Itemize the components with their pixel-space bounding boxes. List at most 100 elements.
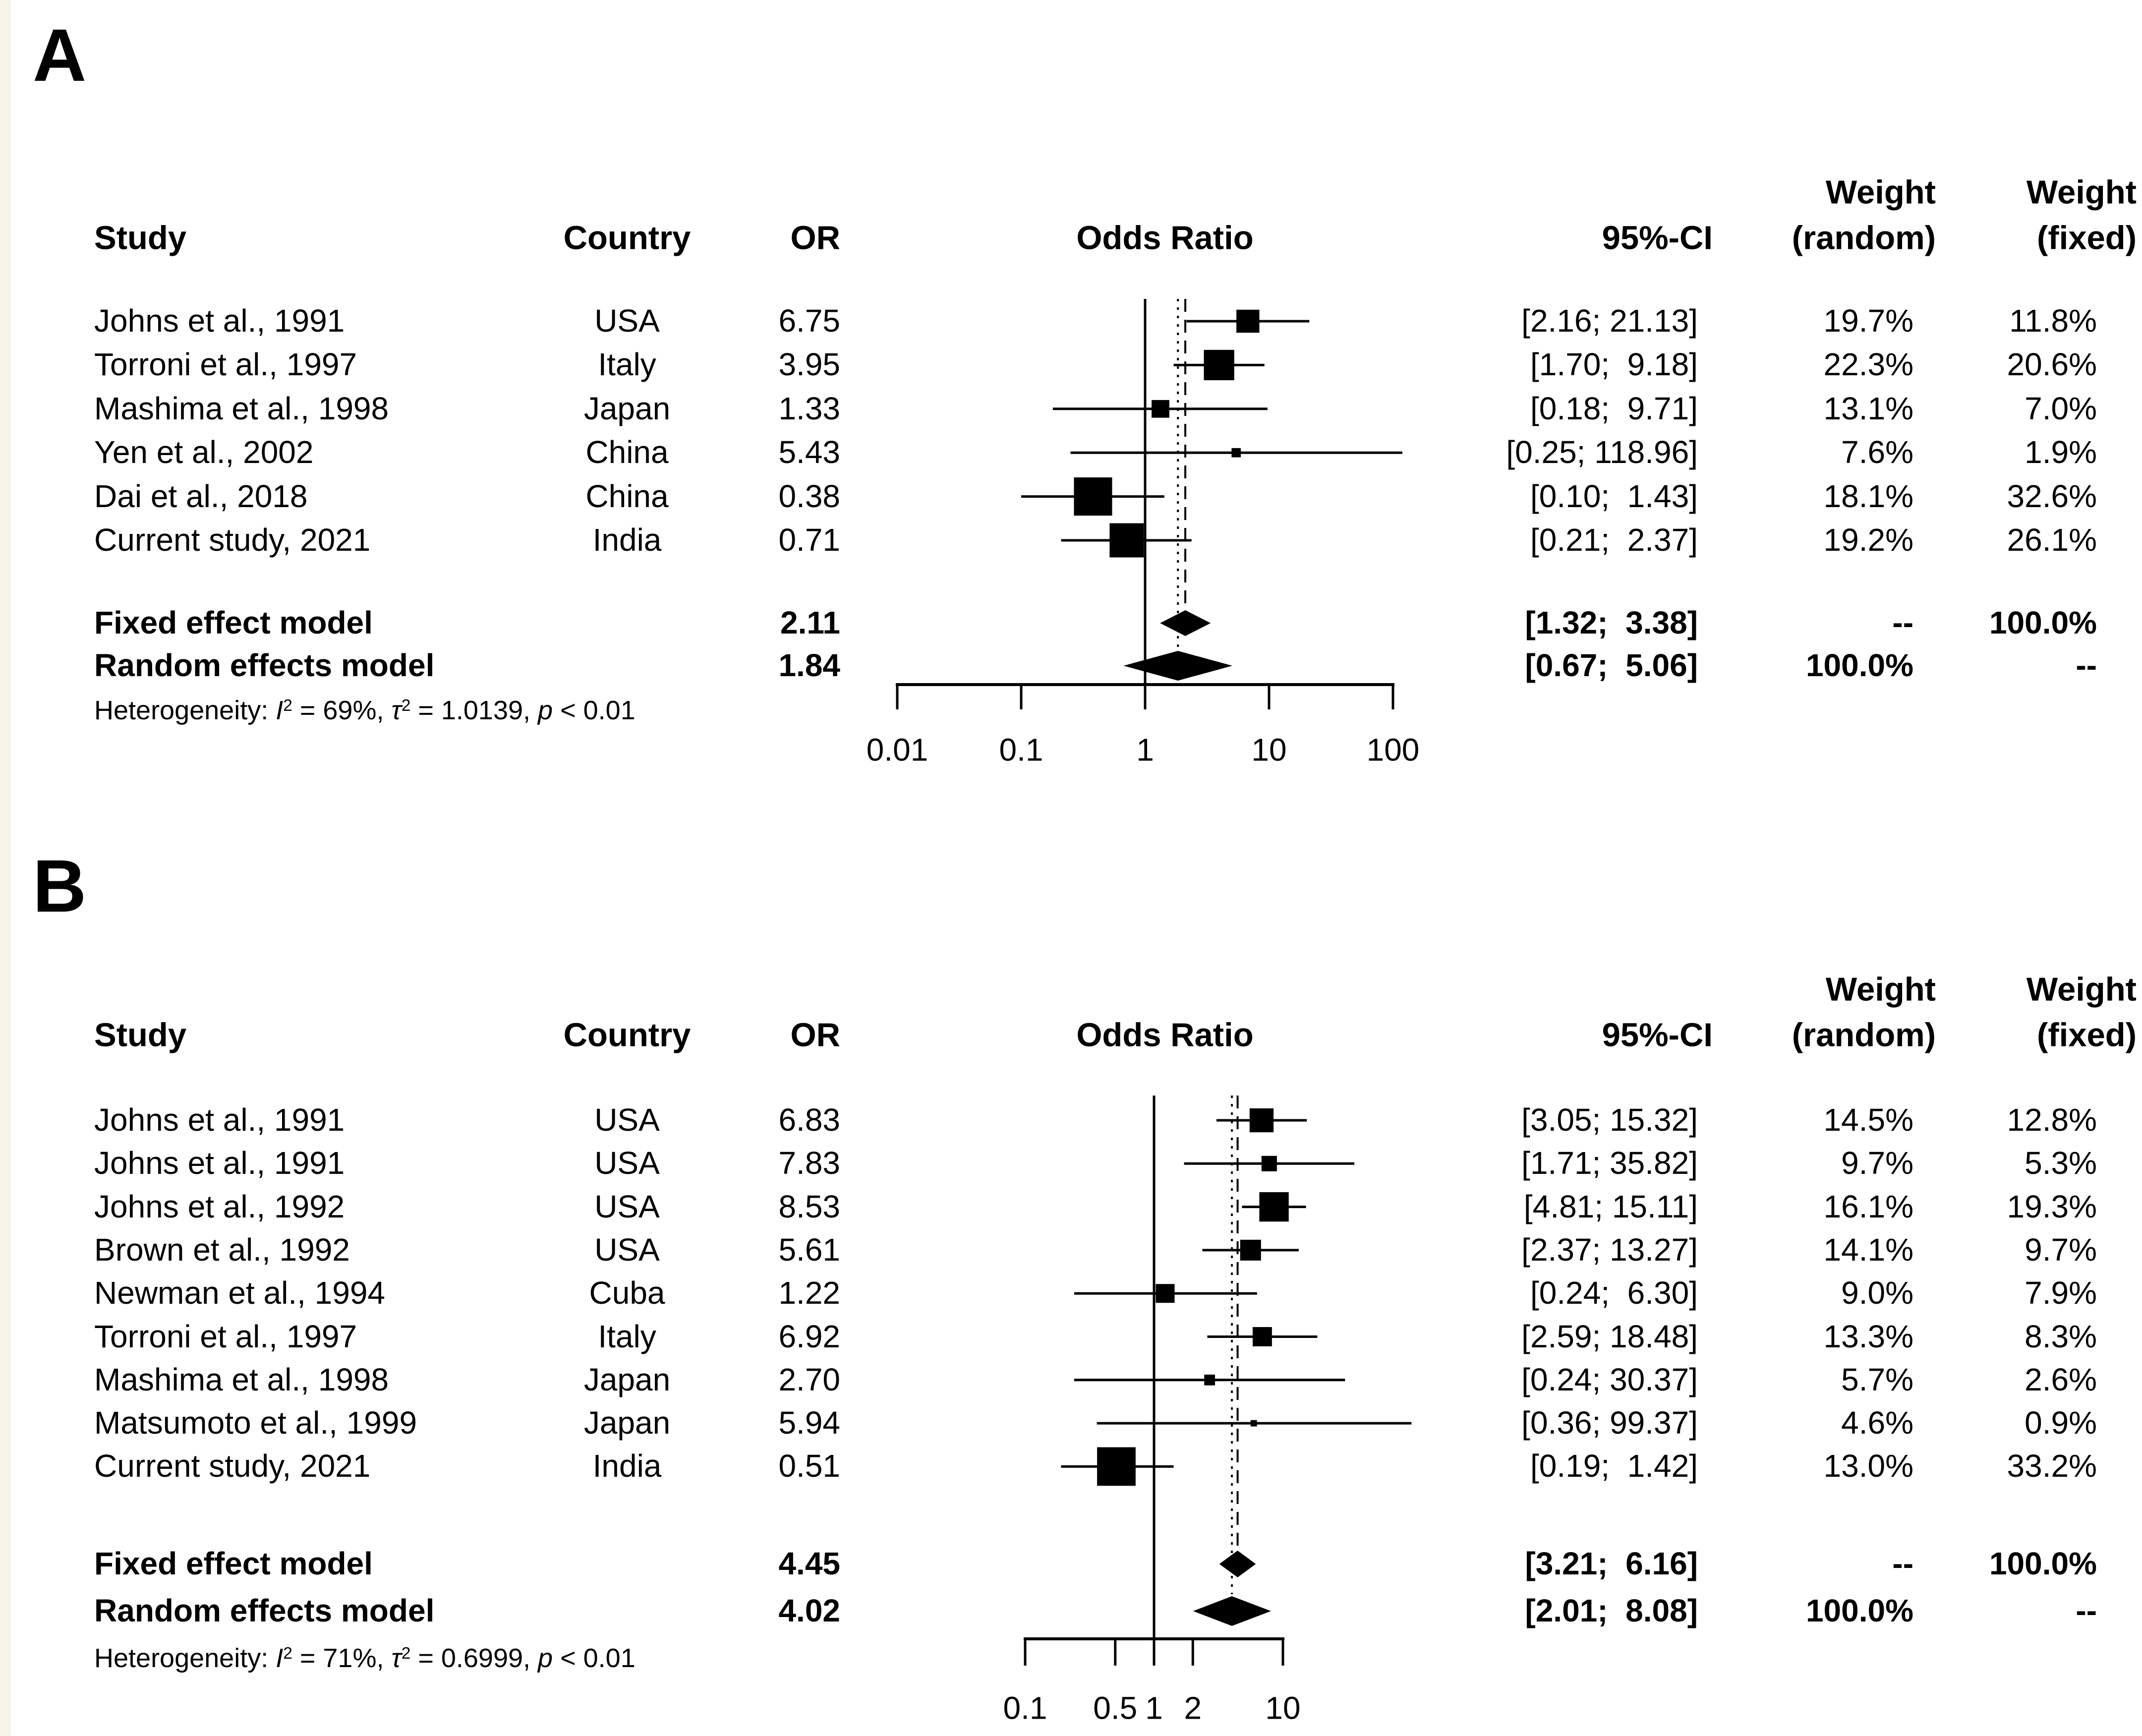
weight-fixed-cell: 2.6% <box>2025 1362 2097 1397</box>
or-square <box>1231 448 1241 458</box>
column-header-ci: 95%-CI <box>1602 1016 1713 1054</box>
fixed-effect-or-cell: 4.45 <box>778 1546 840 1582</box>
country-cell: Italy <box>598 347 656 383</box>
or-square <box>1109 523 1144 558</box>
heterogeneity-segment: Heterogeneity: <box>94 695 276 725</box>
column-header-ci: 95%-CI <box>1602 219 1713 257</box>
ci-cell: [0.18; 9.71] <box>1530 391 1698 426</box>
column-header-study: Study <box>94 1016 187 1054</box>
study-name-cell: Current study, 2021 <box>94 1448 371 1484</box>
or-square <box>1074 477 1112 516</box>
weight-random-cell: 14.5% <box>1823 1102 1913 1138</box>
weight-random-cell: 19.2% <box>1823 522 1913 558</box>
weight-fixed-cell: 5.3% <box>2025 1145 2097 1181</box>
heterogeneity-segment: = 0.6999, <box>410 1643 538 1673</box>
x-axis-tick-label: 0.1 <box>999 732 1043 767</box>
column-header-weight-fixed-1: Weight <box>2026 971 2137 1008</box>
x-axis-tick-label: 100 <box>1367 732 1420 767</box>
random-effects-label: Random effects model <box>94 647 435 684</box>
heterogeneity-segment: I <box>276 1643 284 1673</box>
country-cell: India <box>592 1448 662 1484</box>
x-axis-tick-label: 0.01 <box>867 732 928 767</box>
random-effects-weight-random-cell: 100.0% <box>1805 647 1913 684</box>
ci-cell: [2.37; 13.27] <box>1521 1232 1698 1268</box>
column-header-study: Study <box>94 219 187 257</box>
heterogeneity-segment: p <box>538 695 553 725</box>
heterogeneity-segment: I <box>276 695 284 725</box>
weight-random-cell: 9.7% <box>1841 1145 1913 1181</box>
weight-random-cell: 5.7% <box>1841 1362 1913 1397</box>
x-axis-tick-label: 1 <box>1136 732 1154 767</box>
random-effects-ci-cell: [2.01; 8.08] <box>1525 1593 1698 1629</box>
page-edge-strip <box>0 0 11 1736</box>
study-name-cell: Dai et al., 2018 <box>94 478 308 514</box>
column-header-odds-ratio: Odds Ratio <box>1076 219 1254 257</box>
study-name-cell: Newman et al., 1994 <box>94 1275 385 1311</box>
weight-fixed-cell: 26.1% <box>2007 522 2097 558</box>
weight-random-cell: 4.6% <box>1841 1405 1913 1441</box>
or-square <box>1152 400 1169 418</box>
ci-cell: [0.24; 6.30] <box>1530 1275 1698 1311</box>
weight-fixed-cell: 20.6% <box>2007 347 2097 383</box>
study-name-cell: Mashima et al., 1998 <box>94 391 389 426</box>
ci-cell: [0.24; 30.37] <box>1521 1362 1698 1397</box>
study-name-cell: Torroni et al., 1997 <box>94 347 357 383</box>
column-header-or: OR <box>790 219 841 257</box>
weight-random-cell: 13.1% <box>1823 391 1913 426</box>
heterogeneity-segment: 2 <box>401 1644 411 1663</box>
fixed-effect-weight-random-cell: -- <box>1892 1546 1913 1582</box>
column-header-weight-random-1: Weight <box>1825 971 1936 1008</box>
or-value-cell: 0.71 <box>778 522 840 558</box>
weight-random-cell: 7.6% <box>1841 434 1913 470</box>
ci-cell: [1.70; 9.18] <box>1530 347 1698 383</box>
weight-fixed-cell: 19.3% <box>2007 1188 2097 1224</box>
weight-fixed-cell: 0.9% <box>2025 1405 2097 1441</box>
fixed-effect-weight-fixed-cell: 100.0% <box>1989 605 2097 641</box>
country-cell: USA <box>594 1232 660 1268</box>
random-effects-weight-fixed-cell: -- <box>2076 647 2097 684</box>
fixed-effect-diamond <box>1160 610 1211 636</box>
or-value-cell: 7.83 <box>778 1145 840 1181</box>
or-square <box>1259 1192 1289 1222</box>
weight-fixed-cell: 11.8% <box>2009 303 2097 339</box>
column-header-country: Country <box>563 219 691 257</box>
column-header-weight-fixed-2: (fixed) <box>2037 219 2137 257</box>
weight-fixed-cell: 9.7% <box>2025 1232 2097 1268</box>
fixed-effect-label: Fixed effect model <box>94 605 373 641</box>
heterogeneity-segment: τ <box>391 695 402 725</box>
fixed-effect-or-cell: 2.11 <box>780 605 840 641</box>
or-value-cell: 0.51 <box>778 1448 840 1484</box>
weight-random-cell: 22.3% <box>1823 347 1913 383</box>
ci-cell: [0.19; 1.42] <box>1530 1448 1698 1484</box>
study-name-cell: Yen et al., 2002 <box>94 434 314 470</box>
or-value-cell: 8.53 <box>778 1188 840 1224</box>
or-square <box>1156 1284 1175 1303</box>
random-effects-diamond <box>1193 1596 1271 1626</box>
heterogeneity-segment: 2 <box>283 1644 292 1663</box>
weight-random-cell: 9.0% <box>1841 1275 1913 1311</box>
country-cell: Japan <box>583 1405 671 1441</box>
column-header-odds-ratio: Odds Ratio <box>1076 1016 1254 1054</box>
study-name-cell: Johns et al., 1991 <box>94 1145 345 1181</box>
study-name-cell: Johns et al., 1992 <box>94 1188 345 1224</box>
ci-cell: [2.59; 18.48] <box>1521 1318 1698 1354</box>
ci-cell: [2.16; 21.13] <box>1521 303 1698 339</box>
x-axis-tick-label: 10 <box>1265 1690 1300 1726</box>
study-name-cell: Current study, 2021 <box>94 522 371 558</box>
or-square <box>1236 309 1260 333</box>
weight-random-cell: 19.7% <box>1823 303 1913 339</box>
column-header-country: Country <box>563 1016 691 1054</box>
or-value-cell: 6.92 <box>778 1318 840 1354</box>
or-value-cell: 1.22 <box>778 1275 840 1311</box>
or-square <box>1252 1327 1272 1346</box>
or-value-cell: 3.95 <box>778 347 840 383</box>
country-cell: China <box>585 478 669 514</box>
ci-cell: [3.05; 15.32] <box>1521 1102 1698 1138</box>
random-effects-label: Random effects model <box>94 1593 435 1629</box>
or-square <box>1240 1239 1261 1261</box>
heterogeneity-segment: < 0.01 <box>553 1643 636 1673</box>
country-cell: Japan <box>583 391 671 426</box>
or-square <box>1249 1108 1274 1133</box>
x-axis-tick-label: 0.1 <box>1003 1690 1047 1726</box>
